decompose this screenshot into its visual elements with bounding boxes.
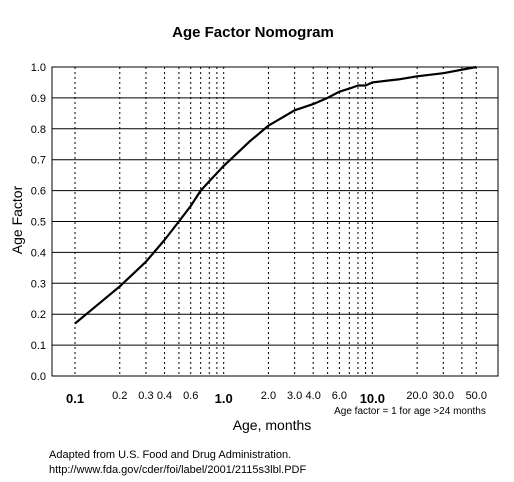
y-tick-label: 0.2 [31,309,46,321]
x-tick-label: 20.0 [406,390,427,402]
y-tick-label: 0.6 [31,186,46,198]
y-tick-label: 1.0 [31,62,46,74]
y-tick-label: 0.0 [31,371,46,383]
x-tick-labels: 0.1 0.2 0.3 0.4 0.6 1.0 2.0 3.0 4.0 6.0 10.0 20.0 30… [66,390,487,406]
y-tick-label: 0.7 [31,155,46,167]
source-caption-line2: http://www.fda.gov/cder/foi/label/2001/2… [49,464,307,476]
x-tick-label: 0.2 [112,390,127,402]
plot-area-frame [51,66,499,377]
x-axis-title: Age, months [233,417,312,433]
x-tick-label: 10.0 [360,391,385,406]
x-tick-label: 0.3 [138,390,153,402]
chart-title: Age Factor Nomogram [172,24,334,41]
x-tick-label: 0.1 [66,391,84,406]
x-tick-label: 6.0 [332,390,347,402]
y-tick-label: 0.9 [31,93,46,105]
y-tick-label: 0.8 [31,124,46,136]
y-tick-labels: 0.0 0.1 0.2 0.3 0.4 0.5 0.6 0.7 0.8 0.9 1.0 [31,62,46,383]
y-tick-label: 0.5 [31,217,46,229]
x-tick-label: 3.0 [287,390,302,402]
x-tick-label: 4.0 [306,390,321,402]
source-caption-line1: Adapted from U.S. Food and Drug Administ… [49,449,292,461]
x-tick-label: 0.6 [183,390,198,402]
vertical-gridlines [74,67,477,376]
x-tick-label: 2.0 [261,390,276,402]
x-tick-label: 50.0 [466,390,487,402]
horizontal-gridlines [52,66,498,377]
y-tick-label: 0.3 [31,278,46,290]
age-factor-curve [74,65,477,325]
y-tick-label: 0.1 [31,340,46,352]
age-factor-note: Age factor = 1 for age >24 months [334,406,486,417]
y-tick-label: 0.4 [31,247,46,259]
x-tick-label: 30.0 [433,390,454,402]
y-axis-title: Age Factor [9,185,25,254]
x-tick-label: 0.4 [157,390,172,402]
x-tick-label: 1.0 [215,391,233,406]
